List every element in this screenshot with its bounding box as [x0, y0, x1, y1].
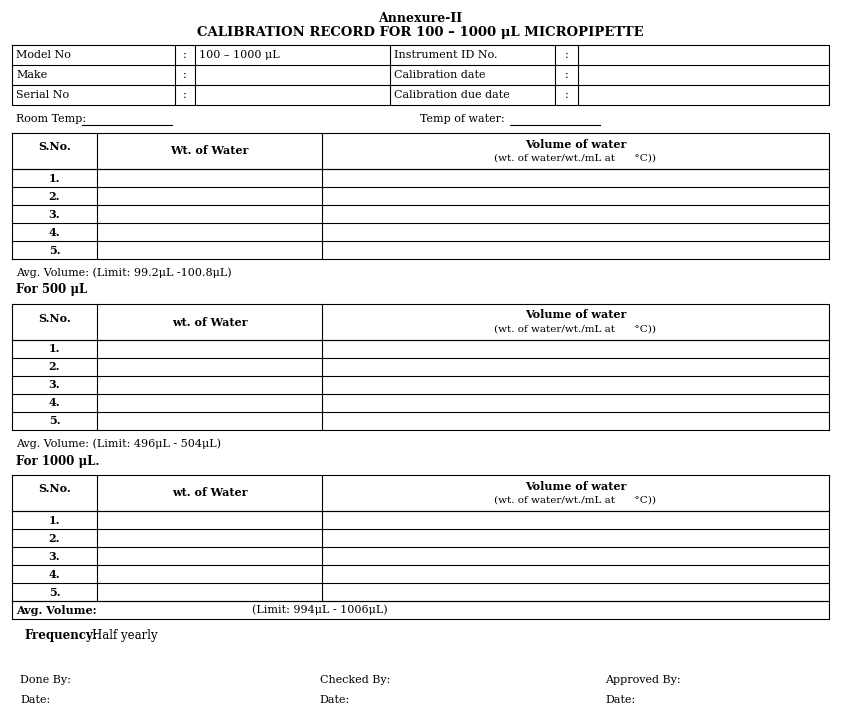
Text: 5.: 5. [49, 587, 61, 597]
Text: 1.: 1. [49, 515, 61, 526]
Text: Half yearly: Half yearly [92, 629, 157, 642]
Text: Temp of water:: Temp of water: [420, 114, 505, 124]
Text: 100 – 1000 μL: 100 – 1000 μL [199, 50, 279, 60]
Text: :: : [564, 70, 569, 80]
Text: Avg. Volume: (Limit: 99.2μL -100.8μL): Avg. Volume: (Limit: 99.2μL -100.8μL) [16, 268, 231, 278]
Text: Calibration due date: Calibration due date [394, 90, 510, 100]
Text: Date:: Date: [20, 695, 50, 705]
Text: :: : [183, 50, 187, 60]
Text: Avg. Volume:: Avg. Volume: [16, 605, 97, 616]
Text: Volume of water: Volume of water [525, 139, 627, 150]
Text: Volume of water: Volume of water [525, 481, 627, 492]
Text: 2.: 2. [49, 532, 61, 544]
Text: Date:: Date: [606, 695, 636, 705]
Text: Annexure-II: Annexure-II [378, 12, 463, 25]
Text: Calibration date: Calibration date [394, 70, 485, 80]
Text: 2.: 2. [49, 362, 61, 372]
Text: Wt. of Water: Wt. of Water [171, 145, 249, 157]
Text: Serial No: Serial No [16, 90, 69, 100]
Text: 4.: 4. [49, 568, 61, 579]
Text: (wt. of water/wt./mL at      °C)): (wt. of water/wt./mL at °C)) [495, 325, 657, 333]
Text: S.No.: S.No. [38, 484, 71, 494]
Text: (Limit: 994μL - 1006μL): (Limit: 994μL - 1006μL) [251, 605, 388, 615]
Text: Avg. Volume: (Limit: 496μL - 504μL): Avg. Volume: (Limit: 496μL - 504μL) [16, 439, 221, 449]
Text: wt. of Water: wt. of Water [172, 487, 247, 499]
Text: 3.: 3. [49, 550, 61, 561]
Text: :: : [564, 50, 569, 60]
Text: Model No: Model No [16, 50, 71, 60]
Text: 5.: 5. [49, 415, 61, 426]
Text: :: : [183, 70, 187, 80]
Text: Room Temp:: Room Temp: [16, 114, 86, 124]
Text: CALIBRATION RECORD FOR 100 – 1000 μL MICROPIPETTE: CALIBRATION RECORD FOR 100 – 1000 μL MIC… [197, 26, 644, 39]
Text: 4.: 4. [49, 227, 61, 237]
Text: Date:: Date: [320, 695, 350, 705]
Text: (wt. of water/wt./mL at      °C)): (wt. of water/wt./mL at °C)) [495, 496, 657, 505]
Text: 2.: 2. [49, 190, 61, 202]
Text: Approved By:: Approved By: [606, 675, 681, 685]
Text: wt. of Water: wt. of Water [172, 317, 247, 327]
Text: 4.: 4. [49, 398, 61, 409]
Text: 5.: 5. [49, 245, 61, 256]
Text: 3.: 3. [49, 208, 61, 219]
Text: :: : [183, 90, 187, 100]
Text: :: : [564, 90, 569, 100]
Text: 1.: 1. [49, 343, 61, 354]
Text: Checked By:: Checked By: [320, 675, 390, 685]
Text: For 1000 μL.: For 1000 μL. [16, 454, 99, 468]
Text: 3.: 3. [49, 380, 61, 391]
Text: 1.: 1. [49, 173, 61, 184]
Text: For 500 μL: For 500 μL [16, 283, 87, 296]
Text: Volume of water: Volume of water [525, 309, 627, 320]
Text: Make: Make [16, 70, 47, 80]
Text: S.No.: S.No. [38, 312, 71, 324]
Text: Instrument ID No.: Instrument ID No. [394, 50, 498, 60]
Text: Done By:: Done By: [20, 675, 71, 685]
Text: (wt. of water/wt./mL at      °C)): (wt. of water/wt./mL at °C)) [495, 153, 657, 163]
Text: Frequency:: Frequency: [24, 629, 97, 642]
Text: S.No.: S.No. [38, 142, 71, 152]
